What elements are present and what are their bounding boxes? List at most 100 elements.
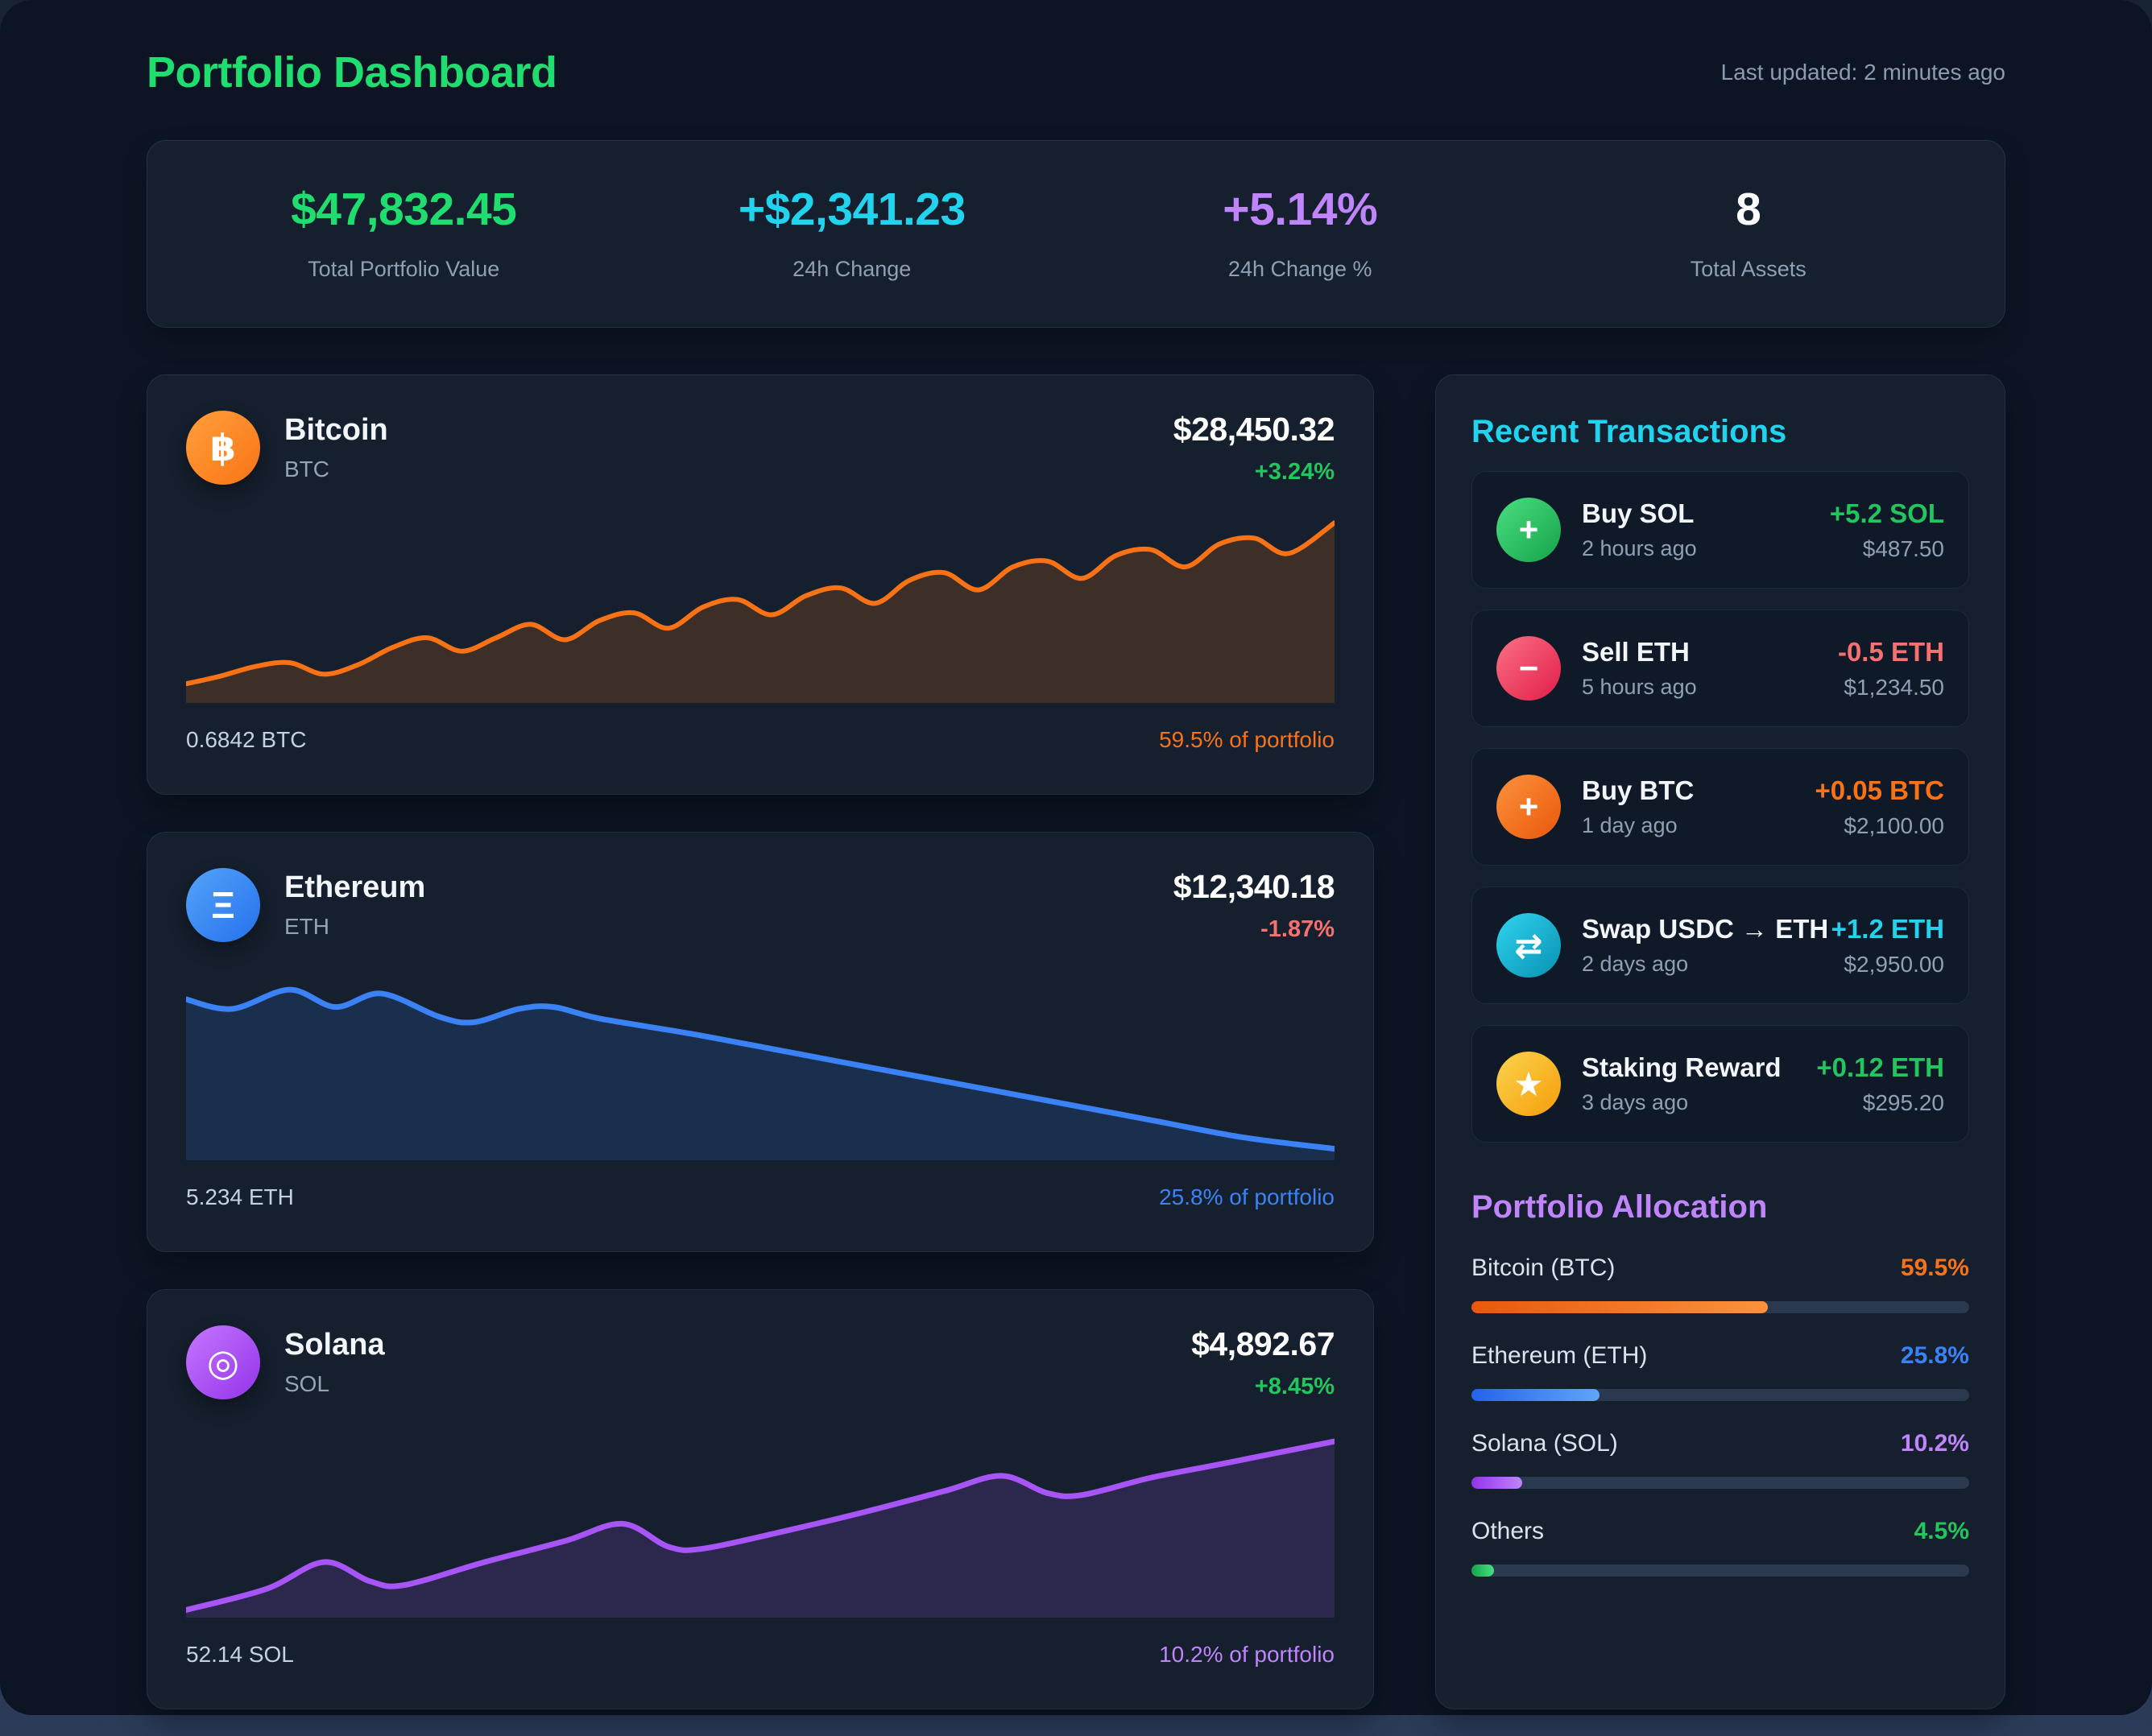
asset-card-ethereum[interactable]: Ξ Ethereum ETH $12,340.18 -1.87% [147,832,1374,1252]
solana-name: Solana [284,1328,385,1362]
solana-icon: ◎ [186,1325,260,1399]
transaction-swap-left: ⇄ Swap USDC → ETH 2 days ago [1496,913,1828,978]
ethereum-change: -1.87% [1173,916,1335,943]
transaction-buy-btc[interactable]: + Buy BTC 1 day ago +0.05 BTC $2,100.00 [1471,748,1969,866]
portfolio-allocation-heading: Portfolio Allocation [1471,1189,1969,1226]
transaction-staking-right: +0.12 ETH $295.20 [1816,1052,1944,1116]
solana-price-block: $4,892.67 +8.45% [1191,1325,1335,1400]
allocation-ethereum-labels: Ethereum (ETH) 25.8% [1471,1342,1969,1370]
bitcoin-card-footer: 0.6842 BTC 59.5% of portfolio [186,727,1335,753]
transaction-time: 2 days ago [1582,952,1828,977]
ethereum-name-block: Ethereum ETH [284,870,425,940]
transaction-staking-left: ★ Staking Reward 3 days ago [1496,1052,1782,1116]
allocation-percent: 10.2% [1901,1430,1969,1457]
transaction-swap-right: +1.2 ETH $2,950.00 [1831,914,1944,978]
transaction-staking-text: Staking Reward 3 days ago [1582,1052,1782,1115]
transaction-time: 2 hours ago [1582,536,1697,561]
transaction-buy-sol-left: + Buy SOL 2 hours ago [1496,498,1697,562]
allocation-solana-labels: Solana (SOL) 10.2% [1471,1430,1969,1457]
transaction-time: 3 days ago [1582,1090,1782,1115]
buy-plus-icon: + [1496,498,1561,562]
bitcoin-icon: ฿ [186,411,260,485]
stat-total-value-label: Total Portfolio Value [180,257,628,282]
bitcoin-holding: 0.6842 BTC [186,727,306,753]
allocation-label: Solana (SOL) [1471,1430,1618,1457]
swap-arrows-icon: ⇄ [1496,913,1561,978]
star-icon-glyph: ★ [1513,1064,1544,1104]
transaction-amount: +0.05 BTC [1815,775,1945,806]
allocation-row-others: Others 4.5% [1471,1518,1969,1577]
allocation-bar-fill-solana [1471,1477,1522,1489]
solana-card-footer: 52.14 SOL 10.2% of portfolio [186,1642,1335,1668]
ethereum-icon-glyph: Ξ [211,883,235,927]
transaction-buy-btc-text: Buy BTC 1 day ago [1582,775,1694,838]
ethereum-price-chart [186,969,1335,1160]
allocation-bar-track [1471,1301,1969,1313]
transaction-buy-btc-left: + Buy BTC 1 day ago [1496,775,1694,839]
transaction-title: Staking Reward [1582,1052,1782,1083]
allocation-bar-track [1471,1477,1969,1489]
transaction-staking-reward[interactable]: ★ Staking Reward 3 days ago +0.12 ETH $2… [1471,1025,1969,1143]
solana-icon-glyph: ◎ [207,1341,239,1384]
star-icon: ★ [1496,1052,1561,1116]
solana-card-header: ◎ Solana SOL $4,892.67 +8.45% [186,1325,1335,1400]
transaction-amount: +5.2 SOL [1830,498,1944,529]
transaction-buy-sol[interactable]: + Buy SOL 2 hours ago +5.2 SOL $487.50 [1471,471,1969,589]
bitcoin-identity: ฿ Bitcoin BTC [186,411,388,485]
swap-arrows-icon-glyph: ⇄ [1514,926,1542,965]
recent-transactions-heading: Recent Transactions [1471,414,1969,450]
transaction-usd-value: $2,950.00 [1831,952,1944,978]
main-content: ฿ Bitcoin BTC $28,450.32 +3.24% [147,374,2005,1709]
allocation-percent: 25.8% [1901,1342,1969,1370]
solana-holding: 52.14 SOL [186,1642,294,1668]
bitcoin-name-block: Bitcoin BTC [284,413,388,482]
allocation-label: Others [1471,1518,1544,1545]
transaction-sell-eth[interactable]: − Sell ETH 5 hours ago -0.5 ETH $1,234.5… [1471,610,1969,727]
stat-total-assets-number: 8 [1525,183,1973,236]
transaction-time: 1 day ago [1582,813,1694,838]
ethereum-icon: Ξ [186,868,260,942]
stat-24h-change-pct: +5.14% 24h Change % [1076,183,1525,282]
ethereum-price-block: $12,340.18 -1.87% [1173,868,1335,943]
asset-card-bitcoin[interactable]: ฿ Bitcoin BTC $28,450.32 +3.24% [147,374,1374,795]
allocation-bar-track [1471,1564,1969,1577]
transaction-amount: -0.5 ETH [1838,637,1944,668]
asset-list: ฿ Bitcoin BTC $28,450.32 +3.24% [147,374,1374,1709]
ethereum-card-footer: 5.234 ETH 25.8% of portfolio [186,1184,1335,1210]
buy-plus-icon-glyph: + [1519,510,1539,549]
transaction-usd-value: $1,234.50 [1838,675,1944,701]
sell-minus-icon: − [1496,636,1561,701]
allocation-percent: 4.5% [1914,1518,1969,1545]
asset-card-solana[interactable]: ◎ Solana SOL $4,892.67 +8.45% [147,1289,1374,1709]
allocation-row-solana: Solana (SOL) 10.2% [1471,1430,1969,1489]
solana-portfolio-share: 10.2% of portfolio [1159,1642,1335,1668]
stat-total-assets-label: Total Assets [1525,257,1973,282]
ethereum-card-header: Ξ Ethereum ETH $12,340.18 -1.87% [186,868,1335,943]
transaction-amount: +0.12 ETH [1816,1052,1944,1083]
stat-24h-change-number: +$2,341.23 [628,183,1077,236]
transaction-usd-value: $487.50 [1830,536,1944,562]
allocation-percent: 59.5% [1901,1254,1969,1282]
solana-price: $4,892.67 [1191,1325,1335,1363]
solana-price-chart [186,1426,1335,1618]
bitcoin-portfolio-share: 59.5% of portfolio [1159,727,1335,753]
allocation-bar-fill-bitcoin [1471,1301,1768,1313]
stat-total-value-number: $47,832.45 [180,183,628,236]
transaction-sell-eth-right: -0.5 ETH $1,234.50 [1838,637,1944,701]
solana-identity: ◎ Solana SOL [186,1325,385,1399]
side-panel: Recent Transactions + Buy SOL 2 hours ag… [1435,374,2005,1709]
transaction-swap-usdc-eth[interactable]: ⇄ Swap USDC → ETH 2 days ago +1.2 ETH $2… [1471,887,1969,1004]
allocation-label: Bitcoin (BTC) [1471,1254,1615,1282]
allocation-row-bitcoin: Bitcoin (BTC) 59.5% [1471,1254,1969,1313]
solana-change: +8.45% [1191,1374,1335,1400]
summary-stats-bar: $47,832.45 Total Portfolio Value +$2,341… [147,140,2005,328]
transaction-title: Sell ETH [1582,637,1697,668]
transaction-usd-value: $295.20 [1816,1090,1944,1116]
header: Portfolio Dashboard Last updated: 2 minu… [147,42,2005,103]
transaction-buy-btc-right: +0.05 BTC $2,100.00 [1815,775,1945,839]
bitcoin-symbol: BTC [284,457,388,482]
stat-total-assets: 8 Total Assets [1525,183,1973,282]
stat-24h-change-pct-number: +5.14% [1076,183,1525,236]
transaction-buy-sol-text: Buy SOL 2 hours ago [1582,498,1697,561]
allocation-bitcoin-labels: Bitcoin (BTC) 59.5% [1471,1254,1969,1282]
